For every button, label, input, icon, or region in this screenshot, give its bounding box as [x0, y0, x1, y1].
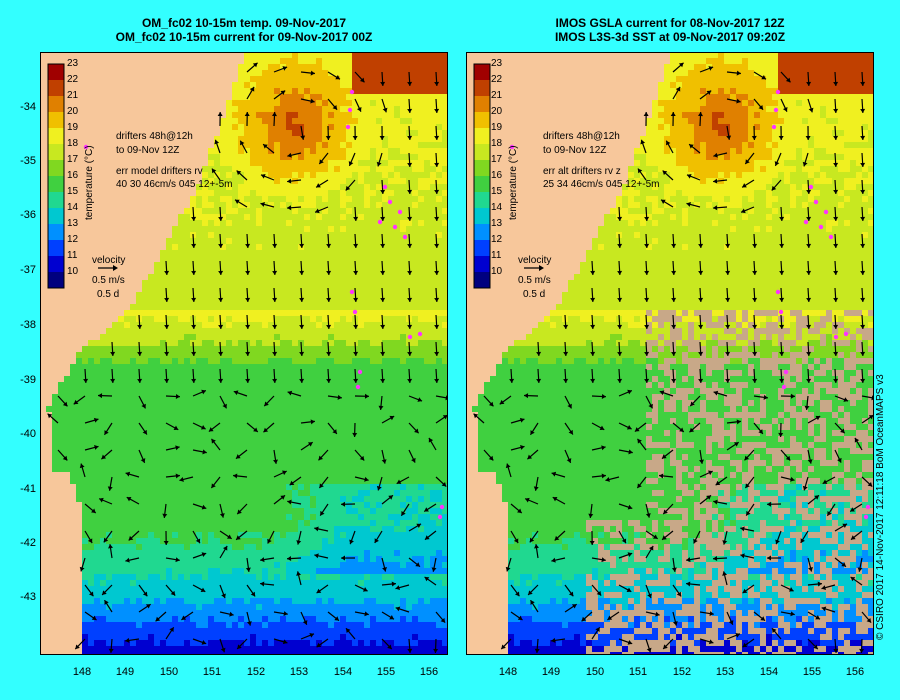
- lat-label: -36: [20, 209, 36, 221]
- left-err-line2: 40 30 46cm/s 045 12+-5m: [116, 179, 233, 190]
- colorbar-tick: 21: [491, 90, 503, 101]
- colorbar-tick: 16: [491, 170, 503, 181]
- lat-label: -39: [20, 374, 36, 386]
- left-velocity-time: 0.5 d: [97, 289, 120, 300]
- colorbar-tick: 16: [67, 170, 79, 181]
- colorbar-tick: 17: [67, 154, 79, 165]
- colorbar-tick: 22: [67, 74, 79, 85]
- colorbar-tick: 10: [67, 266, 79, 277]
- colorbar-tick: 18: [67, 138, 79, 149]
- colorbar-tick: 14: [491, 202, 503, 213]
- colorbar-tick: 20: [491, 106, 503, 117]
- colorbar-tick: 23: [67, 58, 79, 69]
- lon-label: 155: [376, 666, 396, 678]
- colorbar-tick: 21: [67, 90, 79, 101]
- colorbar-tick: 13: [491, 218, 503, 229]
- colorbar-tick: 19: [67, 122, 79, 133]
- lon-label: 156: [419, 666, 439, 678]
- lon-label: 148: [72, 666, 92, 678]
- lat-label: -43: [20, 591, 36, 603]
- colorbar-tick: 11: [491, 250, 502, 261]
- credit-text: © CSIRO 2017 14-Nov-2017 12:11:18 BoM Oc…: [875, 374, 886, 640]
- right-velocity-title: velocity: [518, 255, 552, 266]
- left-title-line2: OM_fc02 10-15m current for 09-Nov-2017 0…: [115, 30, 373, 44]
- velocity-key-arrow: [98, 265, 118, 271]
- left-drifters-line2: to 09-Nov 12Z: [116, 145, 180, 156]
- sst-map-observed: [466, 52, 874, 655]
- right-panel-title: IMOS GSLA current for 08-Nov-2017 12Z IM…: [466, 16, 874, 44]
- right-drifters-line1: drifters 48h@12h: [543, 131, 620, 142]
- lon-label: 152: [672, 666, 692, 678]
- lon-label: 154: [333, 666, 353, 678]
- right-err-line1: err alt drifters rv z: [543, 166, 621, 177]
- colorbar-tick: 23: [491, 58, 503, 69]
- colorbar-tick: 20: [67, 106, 79, 117]
- lon-label: 155: [802, 666, 822, 678]
- lat-label: -40: [20, 428, 36, 440]
- lon-label: 152: [246, 666, 266, 678]
- lon-label: 156: [845, 666, 865, 678]
- left-err-line1: err model drifters rv: [116, 166, 203, 177]
- lon-label: 151: [628, 666, 648, 678]
- lat-label: -35: [20, 155, 36, 167]
- colorbar-tick: 12: [491, 234, 503, 245]
- temperature-field: [40, 52, 448, 655]
- left-drifters-line1: drifters 48h@12h: [116, 131, 193, 142]
- velocity-vectors: [473, 62, 874, 654]
- lon-label: 149: [541, 666, 561, 678]
- colorbar-tick: 15: [491, 186, 503, 197]
- right-map-panel[interactable]: [466, 52, 874, 655]
- colorbar-tick: 11: [67, 250, 78, 261]
- lat-label: -42: [20, 537, 36, 549]
- left-map-panel[interactable]: [40, 52, 448, 655]
- right-drifters-line2: to 09-Nov 12Z: [543, 145, 607, 156]
- left-velocity-speed: 0.5 m/s: [92, 275, 125, 286]
- sst-map-model: [40, 52, 448, 655]
- lat-label: -37: [20, 264, 36, 276]
- drifter-tracks: [83, 89, 445, 520]
- lon-label: 153: [715, 666, 735, 678]
- lon-label: 148: [498, 666, 518, 678]
- left-title-line1: OM_fc02 10-15m temp. 09-Nov-2017: [141, 16, 347, 30]
- lon-label: 154: [759, 666, 779, 678]
- right-velocity-time: 0.5 d: [523, 289, 546, 300]
- lon-label: 150: [585, 666, 605, 678]
- right-err-line2: 25 34 46cm/s 045 12+-5m: [543, 179, 660, 190]
- colorbar-tick: 13: [67, 218, 79, 229]
- lon-label: 150: [159, 666, 179, 678]
- lat-label: -41: [20, 483, 36, 495]
- drifter-tracks: [509, 89, 871, 520]
- right-velocity-speed: 0.5 m/s: [518, 275, 551, 286]
- right-title-line1: IMOS GSLA current for 08-Nov-2017 12Z: [555, 16, 785, 30]
- colorbar-label: temperature (°C): [84, 145, 95, 220]
- lon-label: 153: [289, 666, 309, 678]
- colorbar-tick: 15: [67, 186, 79, 197]
- colorbar-tick: 14: [67, 202, 79, 213]
- velocity-vectors: [47, 62, 448, 654]
- colorbar: [47, 63, 65, 289]
- temperature-field: [466, 52, 874, 655]
- colorbar-tick: 12: [67, 234, 79, 245]
- lon-label: 149: [115, 666, 135, 678]
- colorbar-tick: 18: [491, 138, 503, 149]
- right-title-line2: IMOS L3S-3d SST at 09-Nov-2017 09:20Z: [554, 30, 786, 44]
- colorbar-tick: 22: [491, 74, 503, 85]
- velocity-key-arrow: [524, 265, 544, 271]
- lat-label: -34: [20, 101, 36, 113]
- colorbar: [473, 63, 491, 289]
- colorbar-tick: 17: [491, 154, 503, 165]
- colorbar-tick: 19: [491, 122, 503, 133]
- lon-label: 151: [202, 666, 222, 678]
- lat-label: -38: [20, 319, 36, 331]
- colorbar-label: temperature (°C): [508, 145, 519, 220]
- left-velocity-title: velocity: [92, 255, 126, 266]
- colorbar-tick: 10: [491, 266, 503, 277]
- left-panel-title: OM_fc02 10-15m temp. 09-Nov-2017 OM_fc02…: [40, 16, 448, 44]
